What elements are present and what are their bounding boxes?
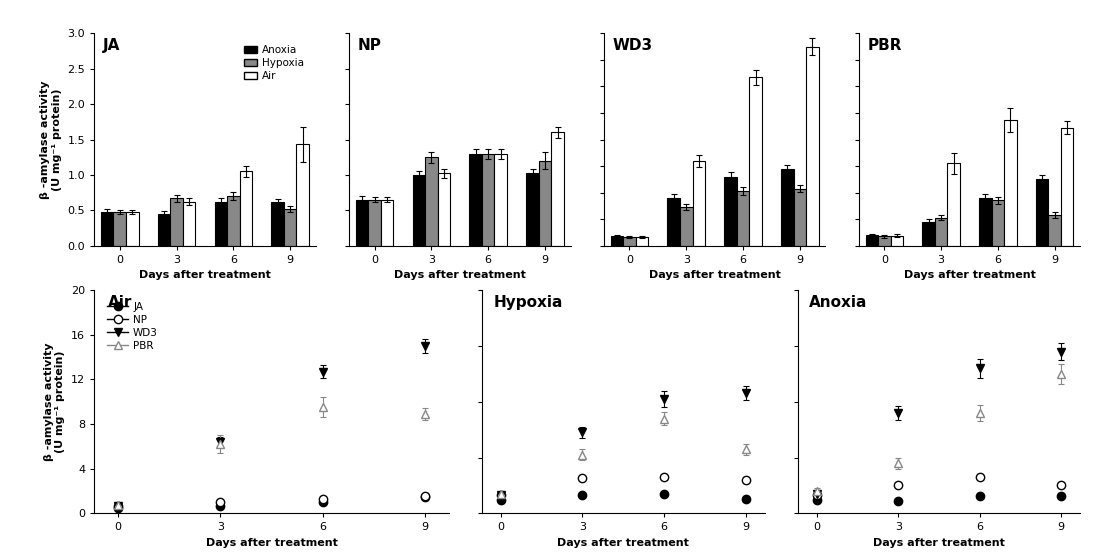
Text: NP: NP — [358, 38, 382, 52]
Bar — [412, 175, 425, 246]
Text: PBR: PBR — [868, 38, 902, 52]
Bar — [947, 163, 960, 246]
Legend: Anoxia, Hypoxia, Air: Anoxia, Hypoxia, Air — [240, 41, 308, 85]
Bar — [271, 201, 284, 246]
Bar — [737, 191, 749, 246]
Bar — [425, 157, 438, 246]
X-axis label: Days after treatment: Days after treatment — [393, 270, 526, 280]
Bar — [215, 201, 227, 246]
Bar — [749, 77, 762, 246]
X-axis label: Days after treatment: Days after treatment — [557, 538, 689, 548]
Bar — [878, 236, 891, 246]
Bar — [113, 212, 126, 246]
Bar — [692, 161, 705, 246]
Text: Hypoxia: Hypoxia — [493, 295, 563, 310]
Bar — [368, 200, 381, 246]
Bar — [636, 237, 648, 246]
Y-axis label: β -amylase activity
(U mg⁻¹ protein): β -amylase activity (U mg⁻¹ protein) — [44, 343, 65, 461]
Bar — [865, 235, 878, 246]
Legend: JA, NP, WD3, PBR: JA, NP, WD3, PBR — [103, 297, 162, 355]
Bar — [227, 196, 239, 246]
Bar — [1061, 128, 1074, 246]
Bar — [979, 198, 992, 246]
X-axis label: Days after treatment: Days after treatment — [138, 270, 271, 280]
Bar — [935, 218, 947, 246]
Bar — [126, 212, 138, 246]
Text: Anoxia: Anoxia — [809, 295, 868, 310]
Text: Air: Air — [109, 295, 133, 310]
Bar — [807, 47, 819, 246]
Bar — [992, 200, 1004, 246]
Bar — [611, 236, 623, 246]
Bar — [526, 174, 538, 246]
X-axis label: Days after treatment: Days after treatment — [205, 538, 338, 548]
Bar — [538, 161, 552, 246]
Bar — [667, 198, 680, 246]
Bar — [297, 145, 309, 246]
Bar — [381, 200, 393, 246]
Bar — [284, 209, 297, 246]
Bar — [552, 132, 564, 246]
Bar — [356, 200, 368, 246]
Bar — [680, 207, 692, 246]
Bar — [1004, 119, 1017, 246]
Bar — [1048, 215, 1061, 246]
Bar — [101, 211, 113, 246]
Bar — [781, 169, 793, 246]
Bar — [891, 235, 903, 246]
X-axis label: Days after treatment: Days after treatment — [648, 270, 781, 280]
X-axis label: Days after treatment: Days after treatment — [903, 270, 1036, 280]
X-axis label: Days after treatment: Days after treatment — [873, 538, 1005, 548]
Text: JA: JA — [103, 38, 121, 52]
Text: WD3: WD3 — [613, 38, 653, 52]
Bar — [793, 189, 807, 246]
Bar — [494, 153, 507, 246]
Bar — [1036, 179, 1048, 246]
Bar — [623, 237, 636, 246]
Bar — [470, 153, 482, 246]
Bar — [438, 174, 450, 246]
Bar — [922, 222, 935, 246]
Bar — [725, 176, 737, 246]
Bar — [239, 171, 253, 246]
Bar — [482, 153, 494, 246]
Bar — [183, 201, 195, 246]
Bar — [157, 214, 171, 246]
Y-axis label: β -amylase activity
(U mg⁻¹ protein): β -amylase activity (U mg⁻¹ protein) — [40, 80, 62, 199]
Bar — [171, 198, 183, 246]
